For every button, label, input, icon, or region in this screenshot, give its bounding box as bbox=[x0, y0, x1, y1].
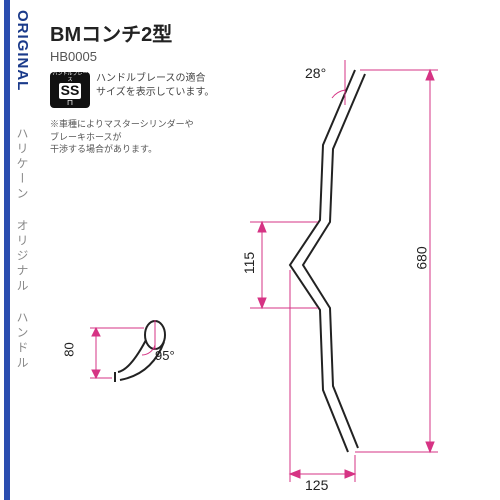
side-angle: 95° bbox=[155, 348, 175, 363]
side-diagram: 80 95° bbox=[60, 300, 190, 390]
diagram-area: 28° 680 115 125 bbox=[190, 50, 490, 490]
sidebar: ORIGINAL ハリケーン オリジナル ハンドル bbox=[0, 0, 40, 500]
note-text: ※車種によりマスターシリンダーや ブレーキホースが 干渉する場合があります。 bbox=[50, 118, 210, 156]
badge-ss: SS bbox=[59, 83, 82, 98]
sidebar-original: ORIGINAL bbox=[14, 10, 31, 91]
main-diagram-svg bbox=[190, 50, 490, 490]
dim-mid: 115 bbox=[241, 252, 257, 274]
sidebar-stripe bbox=[4, 0, 10, 500]
sidebar-text: ORIGINAL ハリケーン オリジナル ハンドル bbox=[14, 10, 31, 490]
dim-bottom: 125 bbox=[305, 477, 328, 493]
side-diagram-svg bbox=[60, 300, 190, 390]
product-title: BMコンチ2型 bbox=[50, 18, 490, 47]
badge-icon: ⊓ bbox=[67, 99, 73, 108]
side-dim-v: 80 bbox=[62, 342, 77, 356]
dim-angle-top: 28° bbox=[305, 65, 326, 81]
dim-right: 680 bbox=[414, 246, 430, 269]
ss-badge: ハンドルブレース SS ⊓ bbox=[50, 72, 90, 108]
sidebar-sub: ハリケーン オリジナル ハンドル bbox=[15, 127, 29, 371]
